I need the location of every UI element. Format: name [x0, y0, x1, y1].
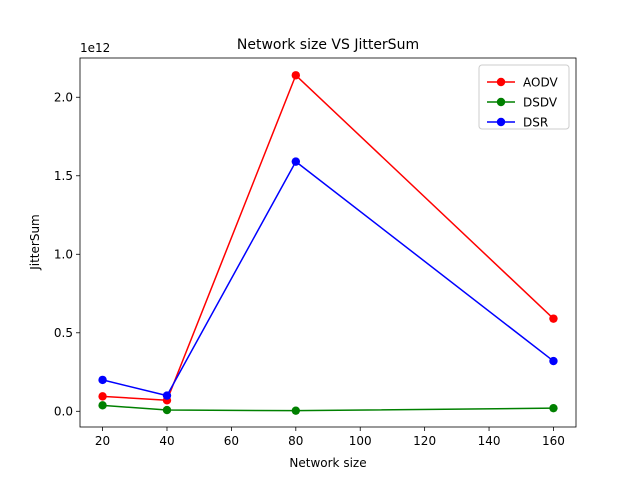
y-axis-label: JitterSum — [28, 214, 42, 271]
y-tick-label-0: 0.0 — [54, 404, 73, 418]
legend-label-dsdv: DSDV — [523, 96, 558, 110]
legend-label-aodv: AODV — [523, 76, 558, 90]
data-point-dsdv-80 — [291, 406, 301, 415]
y-tick-label-2: 1.0 — [54, 247, 73, 261]
data-point-aodv-160 — [549, 314, 558, 323]
legend-marker-dsdv — [496, 97, 506, 107]
data-point-dsr-160 — [549, 356, 558, 366]
legend-marker-aodv — [496, 77, 506, 87]
axes-frame — [79, 57, 577, 428]
y-tick-label-3: 1.5 — [54, 169, 73, 183]
data-point-dsdv-160 — [549, 403, 558, 413]
x-tick-label-40: 40 — [159, 434, 174, 448]
x-tick-label-160: 160 — [542, 434, 565, 448]
plot-area: 20 40 60 80 100 120 140 160 0.0 0.5 1.0 1.5 2.0 AODV D… — [54, 57, 577, 448]
legend-label-dsr: DSR — [523, 116, 548, 130]
data-point-aodv-80 — [291, 71, 301, 80]
data-point-dsdv-40 — [162, 405, 172, 415]
chart-title: Network size VS JitterSum — [237, 37, 419, 53]
x-tick-label-120: 120 — [413, 434, 436, 448]
x-tick-label-80: 80 — [288, 434, 303, 448]
x-tick-label-100: 100 — [349, 434, 372, 448]
x-tick-label-140: 140 — [478, 434, 501, 448]
data-point-dsr-80 — [291, 157, 301, 166]
data-point-dsr-20 — [98, 375, 107, 385]
x-axis-label: Network size — [289, 456, 366, 470]
y-multiplier-label: 1e12 — [80, 41, 110, 55]
y-tick-label-1: 0.5 — [54, 326, 73, 340]
data-point-aodv-20 — [98, 392, 107, 401]
x-tick-label-20: 20 — [95, 434, 110, 448]
x-tick-label-60: 60 — [224, 434, 239, 448]
series-line-dsdv — [102, 404, 554, 412]
y-tick-label-4: 2.0 — [54, 90, 73, 104]
data-point-dsr-40 — [162, 391, 172, 400]
series-line-aodv — [102, 74, 554, 402]
legend-marker-dsr — [496, 117, 506, 127]
series-line-dsr — [102, 160, 554, 397]
data-point-dsdv-20 — [98, 401, 107, 410]
